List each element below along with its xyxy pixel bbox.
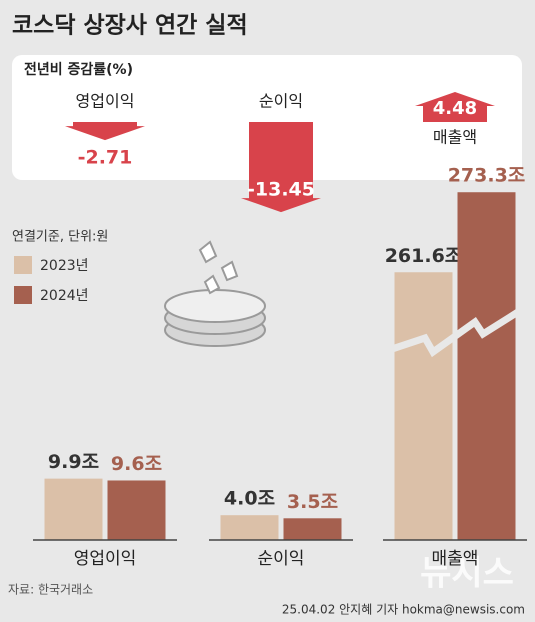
x-tick-label: 순이익 (258, 549, 305, 569)
change-arrow (241, 122, 321, 213)
money-illustration (164, 240, 266, 347)
bar-value-label: 3.5조 (287, 491, 338, 513)
bar (107, 480, 166, 540)
change-category: 매출액 (433, 128, 477, 147)
bar (283, 518, 342, 540)
bar-value-label: 261.6조 (385, 245, 463, 267)
credit: 25.04.02 안지혜 기자 hokma@newsis.com (282, 603, 525, 617)
bar-value-label: 4.0조 (224, 488, 275, 510)
bar-value-label: 9.6조 (111, 453, 162, 475)
change-arrow (65, 122, 145, 141)
change-value: -13.45 (247, 179, 315, 201)
legend-swatch (14, 286, 32, 304)
watermark: 뉴시스 (420, 554, 514, 594)
source: 자료: 한국거래소 (8, 583, 93, 597)
bar-value-label: 9.9조 (48, 451, 99, 473)
change-panel-title: 전년비 증감률(%) (24, 61, 133, 78)
bar (394, 272, 453, 540)
unit-note: 연결기준, 단위:원 (12, 230, 108, 245)
change-panel (12, 55, 522, 180)
scale-break (387, 307, 523, 358)
bar-value-label: 273.3조 (448, 165, 526, 187)
change-category: 순이익 (259, 92, 303, 111)
x-tick-label: 매출액 (432, 549, 479, 569)
change-value: 4.48 (433, 98, 477, 119)
bar (44, 478, 103, 540)
x-tick-label: 영업이익 (74, 549, 137, 569)
change-arrow (415, 91, 495, 122)
change-category: 영업이익 (76, 92, 135, 111)
legend-swatch (14, 256, 32, 274)
legend-label: 2023년 (40, 258, 89, 274)
bar (457, 192, 516, 540)
change-value: -2.71 (78, 147, 133, 169)
legend-label: 2024년 (40, 288, 89, 304)
title: 코스닥 상장사 연간 실적 (12, 13, 248, 39)
bar (220, 515, 279, 540)
